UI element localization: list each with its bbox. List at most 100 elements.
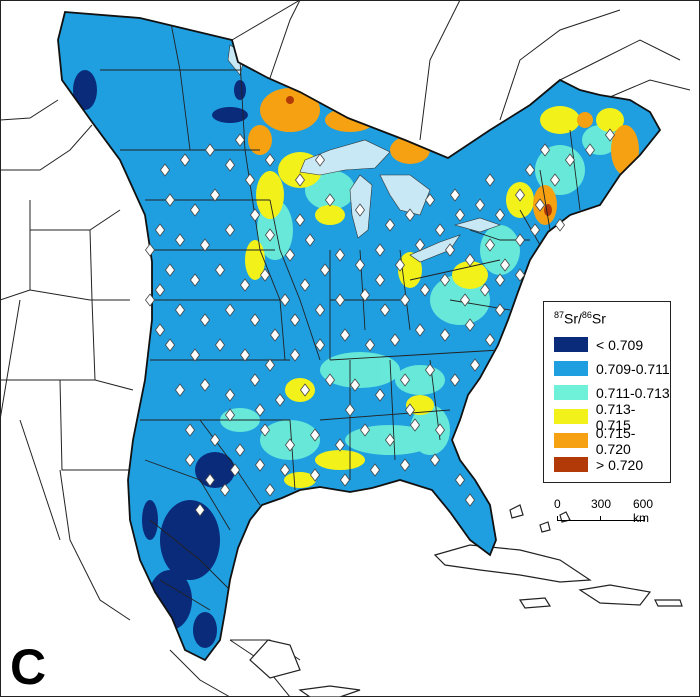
sample-site-marker [415,323,425,337]
sample-site-marker [225,388,235,402]
sample-site-marker [440,328,450,342]
legend: 87Sr/86Sr < 0.709 0.709-0.711 0.711-0.713 0… [543,301,671,483]
sample-site-marker [455,208,465,222]
sample-site-marker [530,223,540,237]
legend-swatch [554,433,588,449]
sample-site-marker [360,423,370,437]
sample-site-marker [450,188,460,202]
sample-site-marker [440,273,450,287]
sample-site-marker [280,293,290,307]
sample-site-marker [265,483,275,497]
sample-site-marker [400,458,410,472]
sample-site-marker [410,418,420,432]
sample-site-marker [245,173,255,187]
sample-site-marker [325,193,335,207]
sample-site-marker [445,243,455,257]
sample-sites [145,128,615,517]
sample-site-marker [425,363,435,377]
sample-site-marker [200,378,210,392]
sample-site-marker [500,258,510,272]
sample-site-marker [385,218,395,232]
sample-site-marker [165,263,175,277]
sample-site-marker [360,288,370,302]
sample-site-marker [280,463,290,477]
sample-site-marker [350,378,360,392]
sample-site-marker [200,313,210,327]
legend-item: 0.715-0.720 [554,425,670,457]
sample-site-marker [175,233,185,247]
legend-label: < 0.709 [596,336,644,353]
sample-site-marker [375,243,385,257]
sample-site-marker [375,273,385,287]
legend-label: 0.713-0.715 [595,400,636,433]
sample-site-marker [405,208,415,222]
sample-site-marker [420,283,430,297]
sample-site-marker [205,473,215,487]
scale-line [557,516,645,521]
sample-site-marker [425,193,435,207]
sample-site-marker [565,153,575,167]
sample-site-marker [605,128,615,142]
sample-site-marker [485,333,495,347]
sample-site-marker [225,303,235,317]
legend-label: 0.715-0.720 [595,424,636,457]
sample-site-marker [175,383,185,397]
caribbean-islands [249,504,683,697]
sample-site-marker [315,153,325,167]
sample-site-marker [290,313,300,327]
legend-item: < 0.709 [554,333,670,357]
sample-site-marker [555,218,565,232]
sample-site-marker [155,323,165,337]
sample-site-marker [240,278,250,292]
sample-site-marker [335,293,345,307]
sample-site-marker [235,133,245,147]
sample-site-marker [465,253,475,267]
sample-site-marker [235,443,245,457]
sample-site-marker [335,248,345,262]
sample-site-marker [145,243,155,257]
sample-site-marker [265,358,275,372]
sample-site-marker [380,303,390,317]
legend-swatch [554,361,588,377]
sample-site-marker [240,348,250,362]
sample-site-marker [310,428,320,442]
sample-site-marker [250,373,260,387]
sample-site-marker [465,318,475,332]
sample-site-marker [295,213,305,227]
sample-site-marker [450,373,460,387]
sample-site-marker [285,438,295,452]
sample-site-marker [230,463,240,477]
sample-site-marker [515,188,525,202]
scale-label-0: 0 [554,497,561,511]
sample-site-marker [315,338,325,352]
sample-site-marker [470,358,480,372]
legend-swatch [554,337,588,353]
sample-site-marker [285,248,295,262]
sample-site-marker [255,403,265,417]
legend-label: 0.711-0.713 [596,384,670,401]
sample-site-marker [300,278,310,292]
sample-site-marker [395,258,405,272]
sample-site-marker [535,198,545,212]
sample-site-marker [485,173,495,187]
sample-site-marker [220,483,230,497]
sample-site-marker [145,293,155,307]
sample-site-marker [355,258,365,272]
sample-site-marker [195,503,205,517]
sample-site-marker [250,208,260,222]
sample-site-marker [415,238,425,252]
scale-tick-mid [600,516,601,521]
sample-site-marker [345,403,355,417]
sample-site-marker [260,423,270,437]
legend-swatch [554,409,588,425]
sample-site-marker [515,233,525,247]
sample-site-marker [300,383,310,397]
scale-bar: 0 300 600 km [549,497,664,533]
legend-label: 0.709-0.711 [596,360,670,377]
sample-site-marker [190,203,200,217]
sample-site-marker [190,273,200,287]
sample-site-marker [165,193,175,207]
sample-site-marker [455,473,465,487]
sample-site-marker [275,393,285,407]
